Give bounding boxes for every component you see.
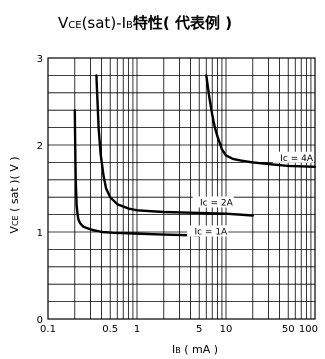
- y-tick-label: 0: [37, 315, 43, 326]
- y-tick-label: 2: [37, 141, 43, 152]
- y-axis-label-main: V: [8, 226, 21, 234]
- title-sat-ib: (sat)-I: [82, 14, 126, 32]
- y-axis-label-unit: ( sat )( V ): [8, 156, 21, 215]
- grid: [48, 58, 315, 319]
- x-tick-label: 5: [196, 324, 202, 335]
- series-line-2: [95, 74, 255, 217]
- title-characteristic: 特性( 代表例 ): [133, 14, 232, 32]
- y-tick-labels: 0 1 2 3: [37, 54, 43, 326]
- y-axis-label: VCE ( sat )( V ): [8, 156, 21, 233]
- series-label-1: Ic = 1A: [194, 227, 228, 237]
- x-tick-label: 50: [282, 324, 295, 335]
- series-label-3: Ic = 4A: [280, 154, 314, 164]
- x-tick-labels: 0.1 0.5 1 5 10 50 100: [40, 324, 318, 335]
- series-line-1: [73, 108, 201, 237]
- x-tick-label: 100: [299, 324, 318, 335]
- x-tick-label: 0.1: [40, 324, 56, 335]
- y-tick-label: 3: [37, 54, 43, 65]
- x-axis-label: IB ( mA ): [172, 343, 218, 356]
- series-label-2: Ic = 2A: [200, 198, 234, 208]
- title-ce-subscript: CE: [68, 20, 81, 31]
- plot-frame: [47, 57, 316, 320]
- x-axis-label-subscript: B: [175, 346, 181, 355]
- series-group: Ic = 1A Ic = 2A Ic = 4A: [73, 74, 317, 237]
- x-axis-label-unit: ( mA ): [181, 343, 218, 356]
- x-tick-label: 1: [134, 324, 140, 335]
- y-tick-label: 1: [37, 228, 43, 239]
- title-v: V: [58, 14, 69, 32]
- x-tick-label: 10: [220, 324, 233, 335]
- series-label-bg: [272, 151, 314, 163]
- series-label-bg: [192, 196, 234, 208]
- x-tick-label: 0.5: [102, 324, 118, 335]
- series-label-bg: [187, 225, 229, 237]
- x-axis-label-main: I: [172, 343, 175, 356]
- title-b-subscript: B: [126, 20, 133, 31]
- series-line-3: [205, 74, 317, 169]
- plot-border: [47, 57, 316, 320]
- y-axis-label-subscript: CE: [11, 215, 20, 226]
- chart-title: VCE(sat)-IB特性( 代表例 ): [58, 14, 232, 32]
